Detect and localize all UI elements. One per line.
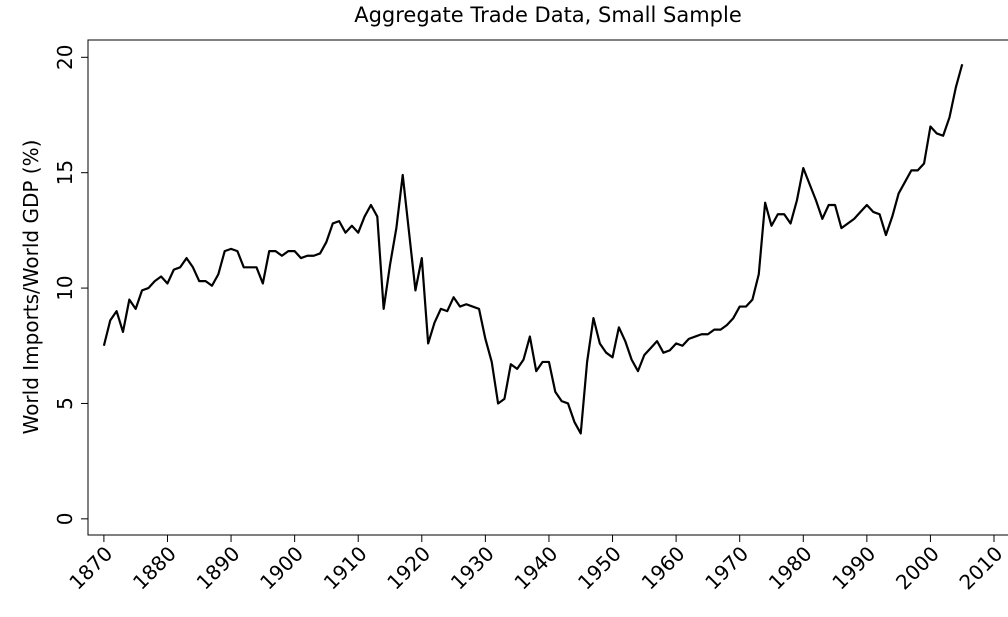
x-tick-label: 1870	[64, 541, 117, 594]
y-tick-label: 20	[53, 45, 77, 70]
x-tick-label: 1990	[827, 541, 880, 594]
x-tick-label: 1900	[255, 541, 308, 594]
x-tick-label: 1950	[573, 541, 626, 594]
x-tick-label: 1970	[700, 541, 753, 594]
x-tick-label: 2000	[891, 541, 944, 594]
x-tick-label: 2010	[954, 541, 1007, 594]
y-tick-label: 10	[53, 275, 77, 300]
x-tick-label: 1930	[446, 541, 499, 594]
x-tick-label: 1920	[382, 541, 435, 594]
y-axis-label: World Imports/World GDP (%)	[19, 140, 43, 435]
chart-title: Aggregate Trade Data, Small Sample	[354, 3, 742, 27]
x-tick-label: 1910	[319, 541, 372, 594]
x-tick-label: 1980	[764, 541, 817, 594]
x-tick-label: 1940	[509, 541, 562, 594]
x-tick-label: 1880	[128, 541, 181, 594]
plot-frame	[87, 39, 1008, 536]
x-tick-label: 1890	[192, 541, 245, 594]
data-line	[102, 63, 964, 435]
y-tick-label: 15	[53, 160, 77, 185]
y-tick-label: 5	[53, 397, 77, 410]
x-tick-label: 1960	[637, 541, 690, 594]
y-tick-label: 0	[53, 512, 77, 525]
